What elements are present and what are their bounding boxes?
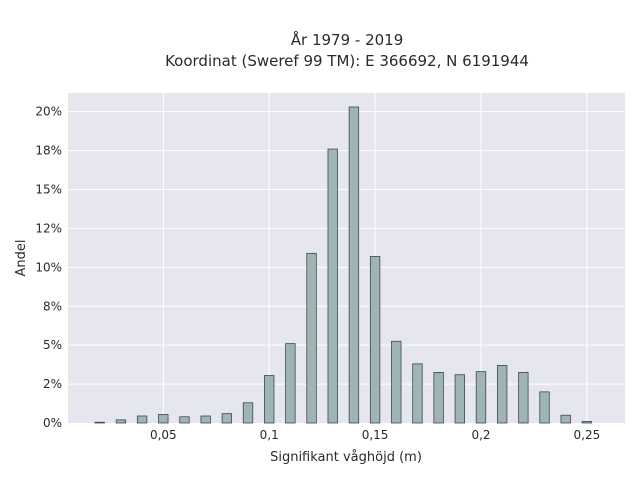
bar bbox=[327, 148, 338, 424]
bar bbox=[179, 416, 190, 424]
chart-title: År 1979 - 2019 bbox=[291, 30, 404, 49]
bar bbox=[581, 421, 593, 424]
bar bbox=[242, 402, 254, 424]
y-tick-label: 20% bbox=[35, 105, 62, 119]
bar bbox=[158, 414, 169, 424]
bar bbox=[115, 419, 127, 424]
y-tick-label: 12% bbox=[35, 221, 62, 235]
bar bbox=[518, 372, 529, 424]
bar bbox=[94, 421, 105, 424]
x-tick-label: 0,05 bbox=[150, 428, 177, 442]
bar bbox=[539, 391, 550, 424]
bar bbox=[306, 252, 317, 424]
bar bbox=[221, 413, 233, 424]
y-tick-label: 0% bbox=[43, 416, 62, 430]
x-tick-label: 0,1 bbox=[260, 428, 279, 442]
y-axis-label: Andel bbox=[14, 240, 29, 277]
y-tick-label: 8% bbox=[43, 299, 62, 313]
plot-area bbox=[68, 93, 625, 423]
bar bbox=[412, 363, 423, 424]
y-tick-label: 2% bbox=[43, 377, 62, 391]
grid-lines bbox=[68, 93, 625, 423]
bar bbox=[285, 343, 296, 424]
bar bbox=[496, 365, 508, 424]
x-tick-label: 0,25 bbox=[574, 428, 601, 442]
x-axis-label: Signifikant våghöjd (m) bbox=[270, 450, 422, 465]
bar bbox=[369, 256, 381, 424]
bar bbox=[475, 371, 487, 424]
chart-subtitle: Koordinat (Sweref 99 TM): E 366692, N 61… bbox=[165, 52, 529, 70]
bar bbox=[200, 415, 211, 424]
y-tick-label: 10% bbox=[35, 260, 62, 274]
bar bbox=[454, 374, 465, 424]
x-tick-label: 0,15 bbox=[362, 428, 389, 442]
y-tick-label: 5% bbox=[43, 338, 62, 352]
bars bbox=[94, 106, 593, 424]
bar bbox=[433, 372, 444, 424]
bar bbox=[348, 106, 360, 424]
y-tick-label: 15% bbox=[35, 183, 62, 197]
y-tick-label: 18% bbox=[35, 144, 62, 158]
bar bbox=[560, 414, 571, 424]
x-axis-ticks: 0,05 0,1 0,15 0,2 0,25 bbox=[150, 428, 600, 442]
bar bbox=[391, 340, 402, 424]
bar bbox=[136, 415, 148, 424]
bar bbox=[264, 375, 275, 424]
x-tick-label: 0,2 bbox=[471, 428, 490, 442]
y-axis-ticks: 0% 2% 5% 8% 10% 12% 15% 18% 20% bbox=[35, 105, 62, 430]
